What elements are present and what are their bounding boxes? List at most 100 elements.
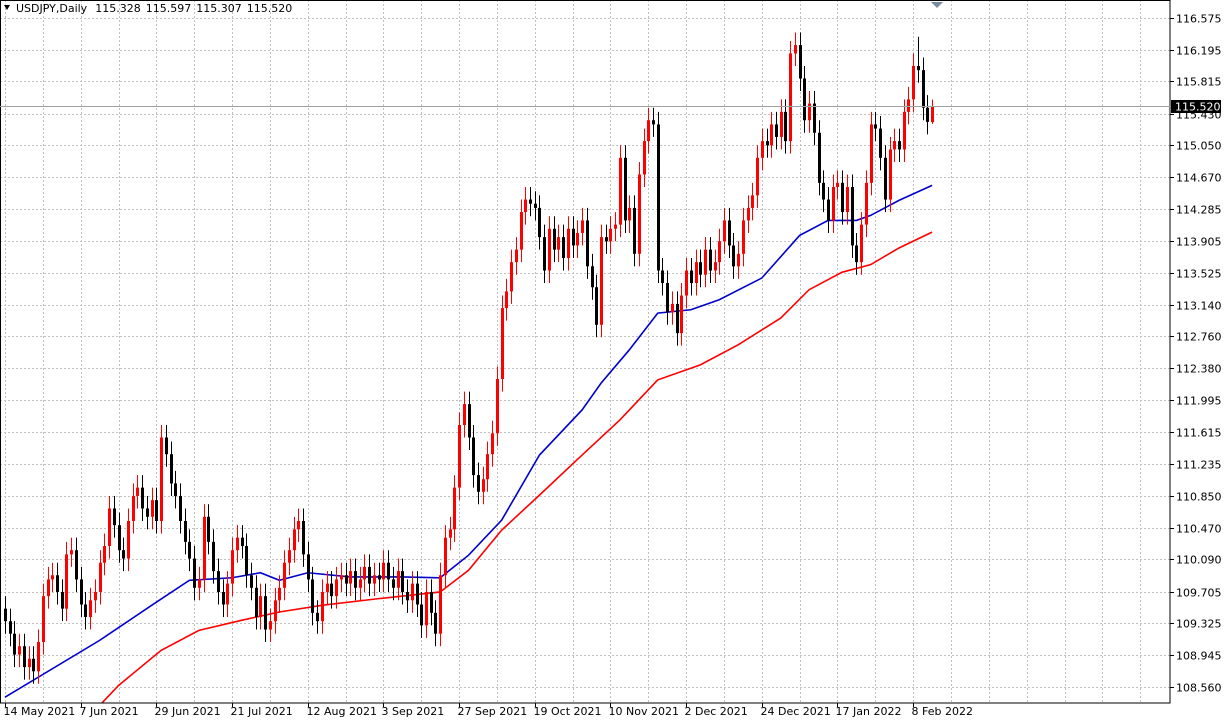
candle-body	[212, 541, 215, 572]
candle-body	[468, 404, 471, 438]
candle-body	[113, 508, 116, 526]
candle-body	[458, 424, 461, 488]
candle-body	[203, 516, 206, 580]
candle-body	[486, 454, 489, 480]
chart-title: USDJPY,Daily	[16, 2, 88, 15]
candle-body	[879, 128, 882, 158]
last-price-box	[1171, 100, 1221, 113]
candle-body	[538, 207, 541, 238]
y-tick-label: 113.905	[1176, 236, 1222, 249]
y-tick-label: 114.670	[1176, 172, 1222, 185]
y-tick-label: 108.945	[1176, 650, 1222, 663]
header-high: 115.597	[146, 2, 192, 15]
candle-body	[321, 591, 324, 622]
candle-body	[491, 433, 494, 455]
candle-body	[926, 107, 929, 122]
candle-body	[13, 633, 16, 655]
candle-body	[628, 207, 631, 221]
candle-body	[572, 228, 575, 246]
candle-body	[434, 612, 437, 634]
moving-average-line	[4, 184, 933, 698]
candle-body	[430, 591, 433, 613]
candle-body	[524, 199, 527, 213]
candle-body	[179, 495, 182, 521]
candle-body	[496, 379, 499, 434]
y-tick-label: 108.560	[1176, 682, 1222, 695]
x-tick-label: 2 Dec 2021	[685, 705, 748, 718]
candle-body	[680, 295, 683, 334]
x-tick-label: 10 Nov 2021	[609, 705, 679, 718]
candle-body	[302, 520, 305, 555]
candle-body	[704, 249, 707, 275]
candle-body	[439, 575, 442, 634]
candle-body	[718, 241, 721, 263]
y-tick-label: 111.615	[1176, 427, 1222, 440]
header-open: 115.328	[95, 2, 141, 15]
y-tick-label: 110.090	[1176, 554, 1222, 567]
candle-body	[293, 529, 296, 551]
candle-body	[591, 266, 594, 288]
candle-body	[477, 475, 480, 492]
candle-body	[70, 550, 73, 555]
candle-body	[401, 571, 404, 592]
candle-body	[132, 495, 135, 521]
last-price-label: 115.520	[1175, 101, 1221, 114]
candle-body	[155, 500, 158, 521]
candle-body	[23, 646, 26, 668]
candle-body	[127, 520, 130, 559]
candle-body	[723, 220, 726, 242]
candle-body	[586, 220, 589, 267]
candle-body	[245, 546, 248, 576]
candle-body	[609, 228, 612, 242]
candle-body	[56, 575, 59, 592]
y-tick-label: 112.760	[1176, 331, 1222, 344]
symbol-icon	[4, 5, 10, 10]
candle-body	[709, 249, 712, 271]
candle-body	[860, 224, 863, 263]
candle-body	[614, 224, 617, 229]
candle-body	[813, 103, 816, 133]
candle-body	[789, 53, 792, 142]
candle-body	[37, 642, 40, 672]
y-tick-label: 115.815	[1176, 76, 1222, 89]
candle-body	[297, 520, 300, 530]
candle-body	[543, 237, 546, 271]
candle-body	[600, 237, 603, 325]
candle-body	[761, 141, 764, 158]
candle-body	[51, 575, 54, 580]
y-tick-label: 111.235	[1176, 459, 1222, 472]
candle-body	[108, 508, 111, 547]
candle-body	[392, 579, 395, 588]
candle-body	[174, 483, 177, 496]
candle-body	[855, 245, 858, 263]
candle-body	[193, 558, 196, 588]
candle-body	[80, 579, 83, 605]
plot-border	[0, 0, 1171, 704]
candle-body	[122, 550, 125, 559]
candle-body	[562, 237, 565, 258]
candle-body	[595, 287, 598, 325]
candle-body	[827, 199, 830, 221]
candle-body	[747, 207, 750, 221]
candle-body	[657, 124, 660, 271]
candle-body	[9, 621, 12, 634]
candle-body	[770, 124, 773, 146]
candle-body	[818, 132, 821, 183]
candle-body	[397, 571, 400, 588]
candle-body	[340, 575, 343, 580]
y-tick-label: 115.050	[1176, 140, 1222, 153]
candle-body	[808, 103, 811, 121]
candle-body	[160, 437, 163, 521]
candle-body	[874, 124, 877, 129]
y-tick-label: 116.195	[1176, 45, 1222, 58]
candle-body	[61, 591, 64, 609]
candle-body	[207, 516, 210, 542]
candle-body	[226, 583, 229, 605]
candle-body	[406, 591, 409, 601]
candle-body	[269, 621, 272, 630]
candle-body	[846, 187, 849, 213]
header-close: 115.520	[247, 2, 293, 15]
candle-body	[851, 187, 854, 246]
x-tick-label: 7 Jun 2021	[80, 705, 139, 718]
candle-body	[378, 575, 381, 580]
